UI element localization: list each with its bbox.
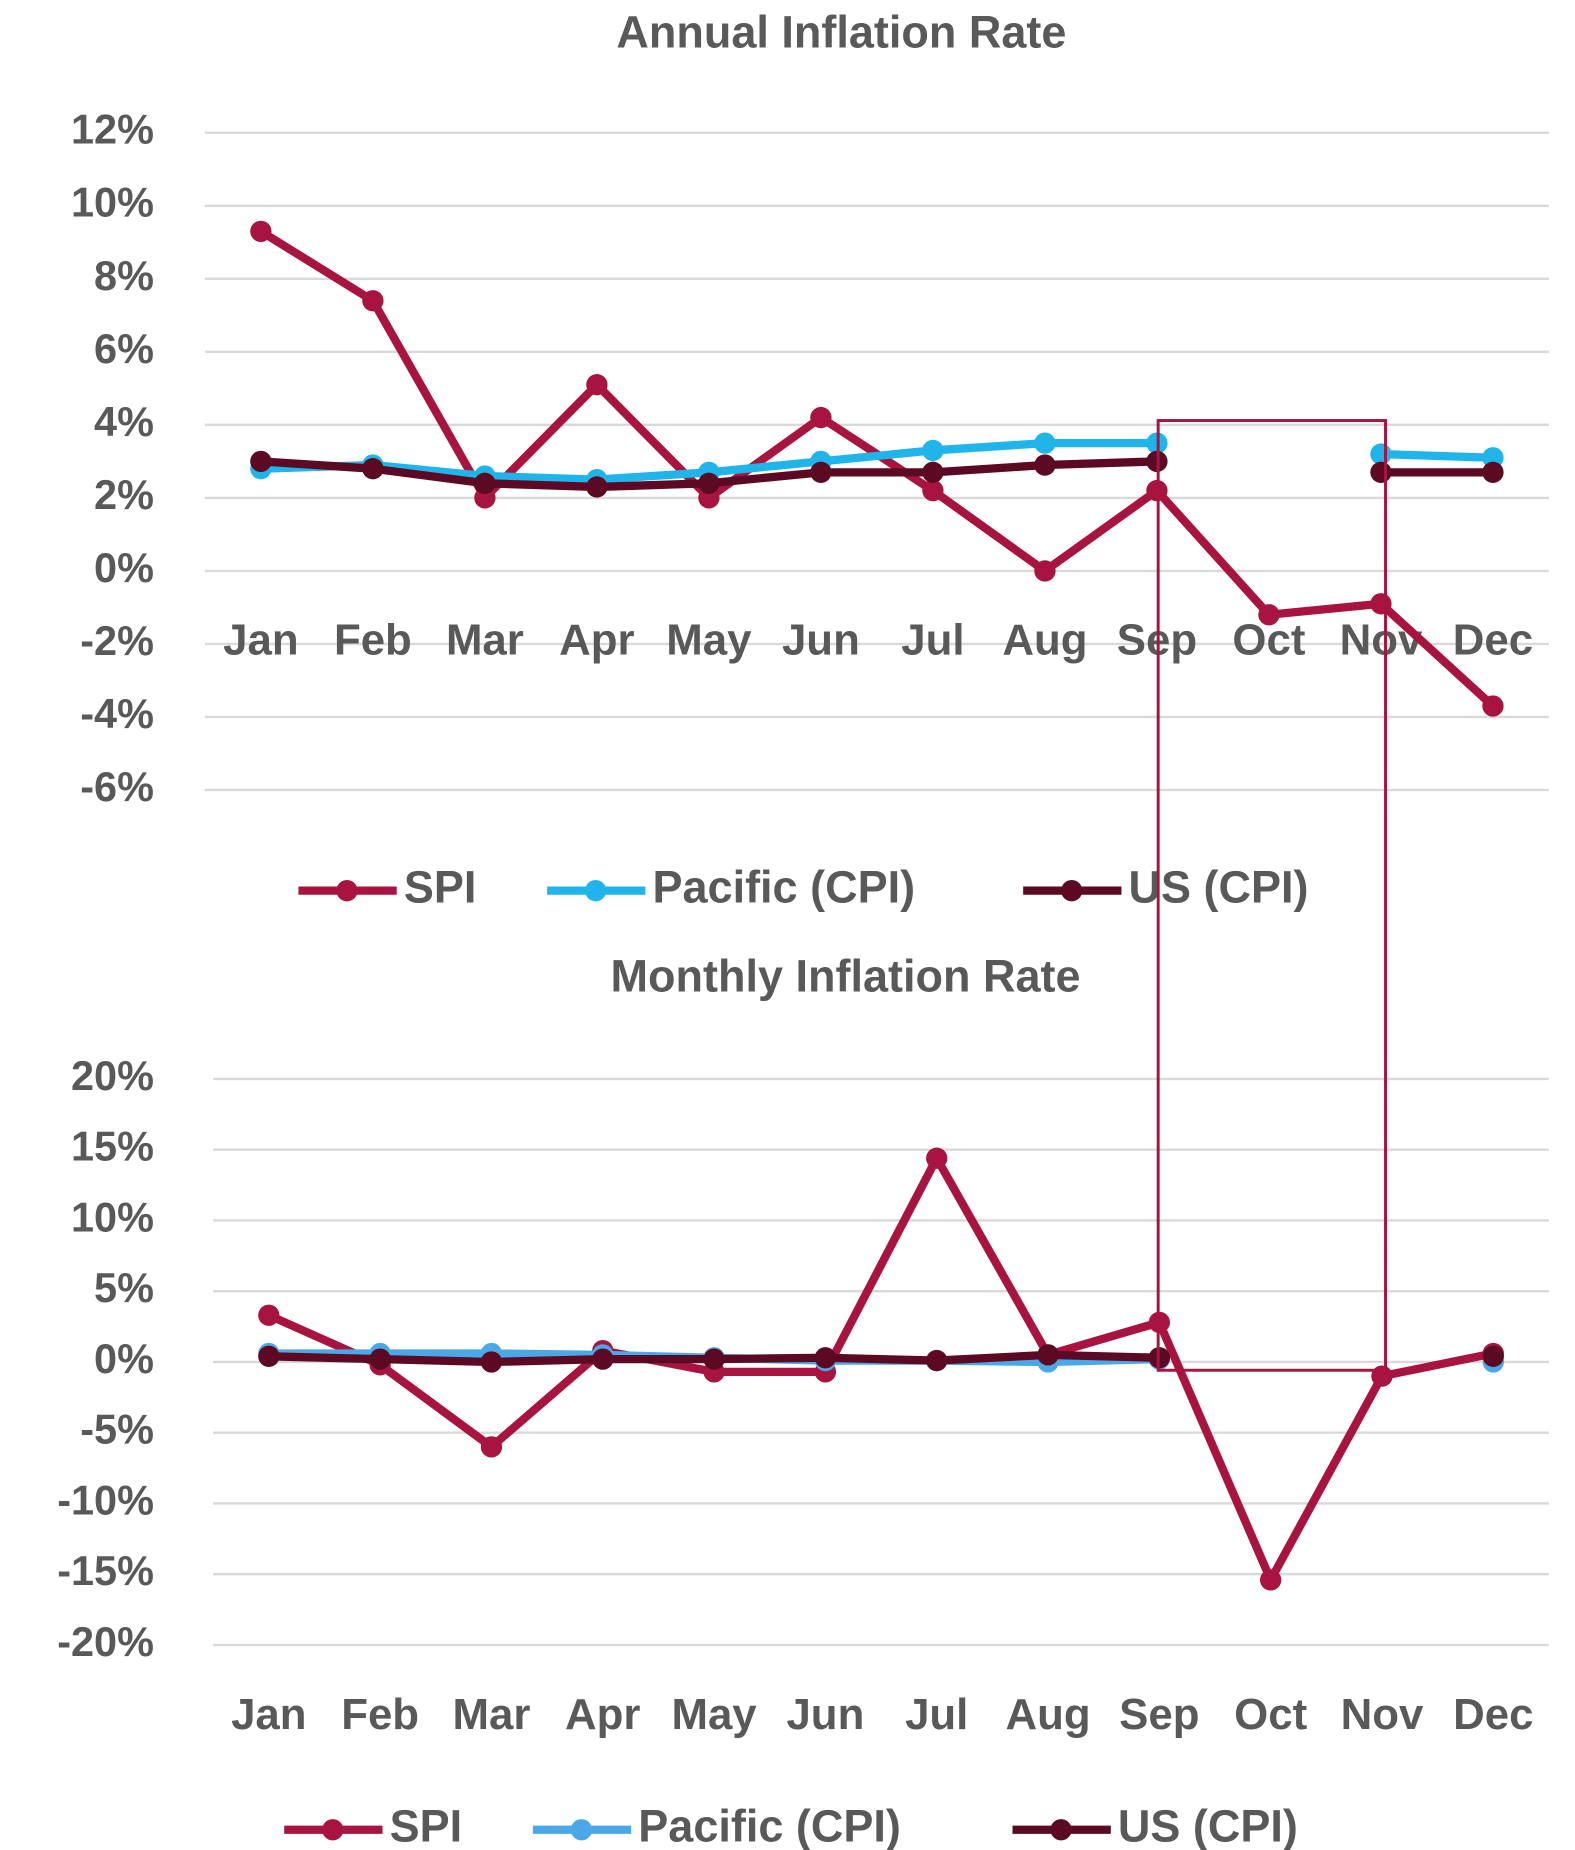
x-tick-label: Jul	[901, 616, 964, 665]
data-point	[1482, 1345, 1504, 1367]
data-point	[698, 472, 720, 494]
x-tick-label: Nov	[1340, 616, 1423, 665]
x-tick-label: May	[666, 616, 752, 665]
data-point	[1370, 443, 1392, 465]
x-tick-label: Jun	[786, 1690, 864, 1739]
y-tick-label: 10%	[71, 179, 154, 226]
data-point	[480, 1351, 503, 1373]
x-tick-label: Mar	[446, 616, 524, 665]
data-point	[592, 1348, 614, 1370]
data-point	[258, 1304, 280, 1326]
legend-label: Pacific (CPI)	[653, 862, 916, 913]
data-point	[362, 290, 384, 312]
series-line	[1380, 449, 1494, 462]
legend-label: US (CPI)	[1118, 1801, 1298, 1850]
y-tick-label: 5%	[94, 1264, 154, 1311]
x-tick-label: May	[671, 1690, 757, 1739]
data-point	[1260, 1569, 1282, 1591]
x-tick-label: Sep	[1119, 1690, 1199, 1739]
series-line	[267, 1154, 1495, 1585]
y-tick-label: 2%	[94, 471, 154, 518]
x-tick-label: Oct	[1234, 1690, 1307, 1739]
y-tick-label: -2%	[80, 617, 154, 664]
y-tick-label: -20%	[57, 1618, 154, 1665]
x-tick-label: Feb	[341, 1690, 419, 1739]
legend-marker	[336, 880, 358, 902]
data-point	[1482, 447, 1504, 469]
y-tick-label: 20%	[71, 1052, 154, 1099]
x-tick-label: Feb	[334, 616, 412, 665]
data-point	[1482, 461, 1504, 483]
chart-title: Annual Inflation Rate	[616, 7, 1066, 58]
legend-marker	[1050, 1819, 1072, 1841]
x-tick-label: Mar	[453, 1690, 531, 1739]
legend-marker	[1061, 880, 1083, 902]
x-tick-label: Aug	[1005, 1690, 1090, 1739]
data-point	[1370, 461, 1392, 483]
y-tick-label: 6%	[94, 325, 154, 372]
data-point	[1034, 560, 1056, 582]
y-tick-label: 4%	[94, 398, 154, 445]
data-point	[362, 458, 384, 480]
data-point	[922, 461, 944, 483]
y-tick-label: -6%	[80, 763, 154, 810]
legend-label: SPI	[404, 862, 477, 913]
data-point	[1370, 593, 1392, 615]
x-tick-label: Jul	[905, 1690, 968, 1739]
x-tick-label: Jun	[782, 616, 860, 665]
x-tick-label: Dec	[1453, 1690, 1533, 1739]
data-point	[698, 487, 720, 509]
x-tick-label: Apr	[559, 616, 634, 665]
legend-label: US (CPI)	[1129, 862, 1309, 913]
data-point	[474, 472, 496, 494]
data-point	[922, 479, 944, 502]
data-point	[586, 476, 608, 498]
x-tick-label: Jan	[223, 616, 298, 665]
y-tick-label: -15%	[57, 1547, 154, 1594]
highlight-box	[1156, 419, 1388, 1372]
y-tick-label: 8%	[94, 252, 154, 299]
legend-marker	[570, 1819, 593, 1841]
data-point	[1034, 432, 1056, 454]
data-point	[922, 439, 944, 462]
data-point	[1482, 695, 1504, 717]
data-point	[1034, 454, 1056, 476]
legend-marker	[585, 880, 607, 902]
data-point	[474, 487, 496, 509]
data-point	[586, 374, 608, 396]
data-point	[703, 1348, 725, 1370]
y-tick-label: -10%	[57, 1476, 154, 1523]
data-point	[1258, 604, 1280, 626]
data-point	[250, 220, 272, 243]
data-point	[258, 1345, 280, 1367]
x-tick-label: Apr	[565, 1690, 640, 1739]
data-point	[1037, 1344, 1059, 1366]
data-point	[810, 461, 832, 483]
legend-label: SPI	[390, 1801, 463, 1850]
data-point	[1371, 1365, 1393, 1387]
chart-title: Monthly Inflation Rate	[611, 950, 1081, 1001]
data-point	[810, 406, 832, 429]
y-tick-label: 10%	[71, 1193, 154, 1240]
x-tick-label: Dec	[1453, 616, 1533, 665]
x-tick-label: Aug	[1002, 616, 1087, 665]
data-point	[926, 1349, 948, 1372]
y-tick-label: 0%	[94, 1335, 154, 1382]
y-tick-label: 15%	[71, 1123, 154, 1170]
data-point	[250, 450, 272, 473]
data-point	[480, 1436, 503, 1458]
y-tick-label: -4%	[80, 690, 154, 737]
legend-marker	[322, 1819, 344, 1841]
data-point	[814, 1347, 837, 1369]
data-point	[926, 1147, 948, 1169]
y-tick-label: 12%	[71, 106, 154, 153]
data-point	[369, 1348, 391, 1370]
x-tick-label: Jan	[231, 1690, 306, 1739]
y-tick-label: 0%	[94, 544, 154, 591]
legend-label: Pacific (CPI)	[638, 1801, 901, 1850]
x-tick-label: Nov	[1341, 1690, 1424, 1739]
y-tick-label: -5%	[80, 1406, 154, 1453]
